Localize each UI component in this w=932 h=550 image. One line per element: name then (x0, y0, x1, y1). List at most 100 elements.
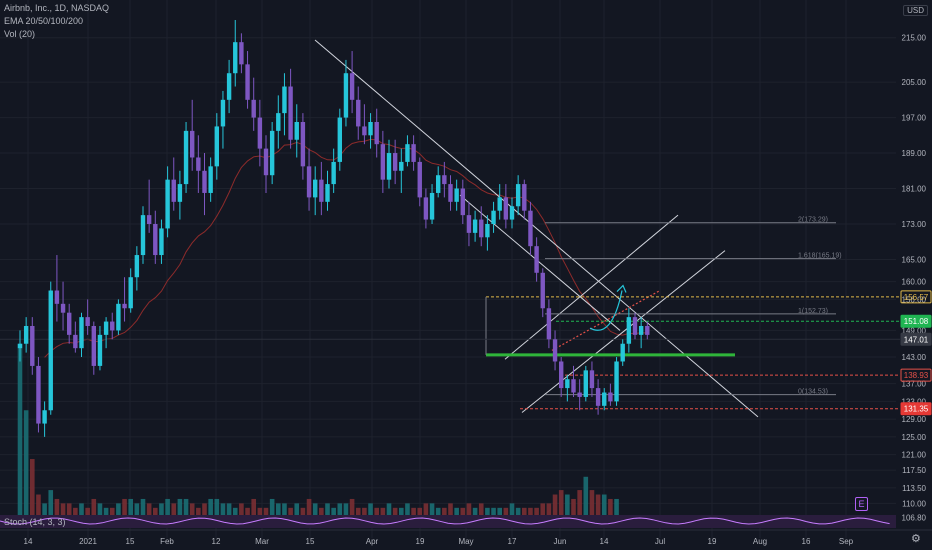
volume-bar (239, 503, 244, 522)
candle-body (294, 122, 299, 140)
volume-bar (245, 507, 250, 522)
volume-bar (257, 507, 263, 522)
earnings-badge[interactable]: E (855, 497, 868, 511)
x-tick-label: 17 (508, 537, 517, 546)
projection-dotted (551, 289, 661, 351)
volume-bar (165, 498, 170, 522)
volume-bar (355, 507, 361, 522)
volume-bar (17, 343, 23, 522)
candle-body (30, 326, 35, 366)
candle-body (466, 215, 472, 233)
candle-body (497, 197, 502, 211)
volume-bars (17, 343, 619, 522)
candle-body (380, 144, 386, 180)
candle-body (620, 343, 625, 362)
volume-bar (337, 503, 343, 522)
candle-body (42, 410, 47, 424)
candle-body (239, 42, 244, 65)
volume-bar (392, 507, 398, 522)
candle-body (565, 379, 570, 389)
candle-body (220, 99, 226, 127)
candle-body (509, 206, 515, 220)
volume-bar (608, 498, 613, 522)
candle-body (479, 219, 484, 238)
price-tag (900, 368, 932, 382)
volume-bar (196, 507, 201, 522)
volume-bar (103, 507, 109, 522)
x-axis: 14 2021 15 Feb 12 Mar 15 Apr 19 May 17 Jun 14 Jul 19 Au… (0, 529, 932, 546)
price-tag (900, 290, 932, 304)
volume-bar (540, 503, 546, 522)
candle-body (282, 86, 287, 114)
drawings: 2(173.29) 1.618(165.19) 1(152.73) 0(134.53) (0, 39, 900, 418)
channel-upper (504, 214, 679, 360)
volume-bar (503, 507, 509, 522)
candle-body (638, 326, 644, 335)
candle-body (614, 361, 619, 402)
candle-body (386, 153, 392, 180)
candle-body (602, 392, 607, 406)
volume-bar (589, 490, 595, 522)
candle-body (202, 170, 207, 193)
y-tick-label: 189.00 (902, 149, 927, 158)
x-tick-label: Mar (255, 537, 269, 546)
volume-bar (79, 503, 84, 522)
candle-body (116, 303, 121, 331)
candle-body (411, 144, 416, 162)
fib-label: 1(152.73) (798, 308, 828, 315)
volume-bar (546, 503, 552, 522)
candle-body (60, 303, 66, 313)
volume-bar (577, 490, 582, 522)
volume-bar (140, 498, 146, 522)
volume-bar (478, 503, 484, 522)
candle-body (472, 219, 478, 233)
volume-bar (522, 507, 527, 522)
volume-bar (491, 507, 496, 522)
candle-body (374, 122, 379, 145)
volume-bar (171, 503, 177, 522)
y-tick-label: 137.00 (902, 380, 927, 389)
y-tick-label: 160.00 (902, 278, 927, 287)
volume-bar (183, 498, 189, 522)
candle-body (97, 334, 103, 366)
volume-bar (601, 494, 607, 522)
volume-bar (226, 503, 232, 522)
candle-body (153, 224, 158, 256)
volume-bar (220, 503, 226, 522)
fib-label: 0(134.53) (798, 389, 828, 396)
candle-body (491, 210, 496, 224)
stoch-k-line (0, 517, 890, 525)
stoch-band (0, 515, 896, 528)
candle-body (73, 334, 78, 349)
volume-bar (558, 490, 564, 522)
y-tick-label: 113.50 (902, 484, 926, 493)
volume-bar (448, 503, 453, 522)
y-tick-label: 156.00 (902, 295, 927, 304)
volume-bar (122, 498, 127, 522)
candle-body (17, 343, 23, 349)
candle-body (79, 317, 84, 349)
candle-body (36, 365, 41, 424)
downtrend-line-2 (459, 194, 621, 331)
volume-bar (411, 507, 416, 522)
volume-bar (276, 503, 281, 522)
volume-bar (319, 507, 324, 522)
candle-body (183, 130, 189, 185)
candle-body (276, 113, 281, 131)
volume-bar (54, 498, 60, 522)
x-tick-label: May (458, 537, 473, 546)
candle-body (165, 179, 170, 229)
volume-bar (134, 503, 140, 522)
candle-body (171, 179, 176, 202)
currency-label[interactable]: USD (903, 5, 928, 16)
price-tag-label: 147.01 (904, 335, 929, 344)
candle-body (140, 215, 146, 256)
candle-body (263, 148, 269, 176)
volume-bar (362, 507, 367, 522)
gear-icon[interactable]: ⚙ (911, 533, 921, 545)
volume-bar (583, 476, 589, 522)
volume-bar (146, 503, 152, 522)
candle-body (626, 317, 632, 344)
price-tag (900, 402, 932, 416)
